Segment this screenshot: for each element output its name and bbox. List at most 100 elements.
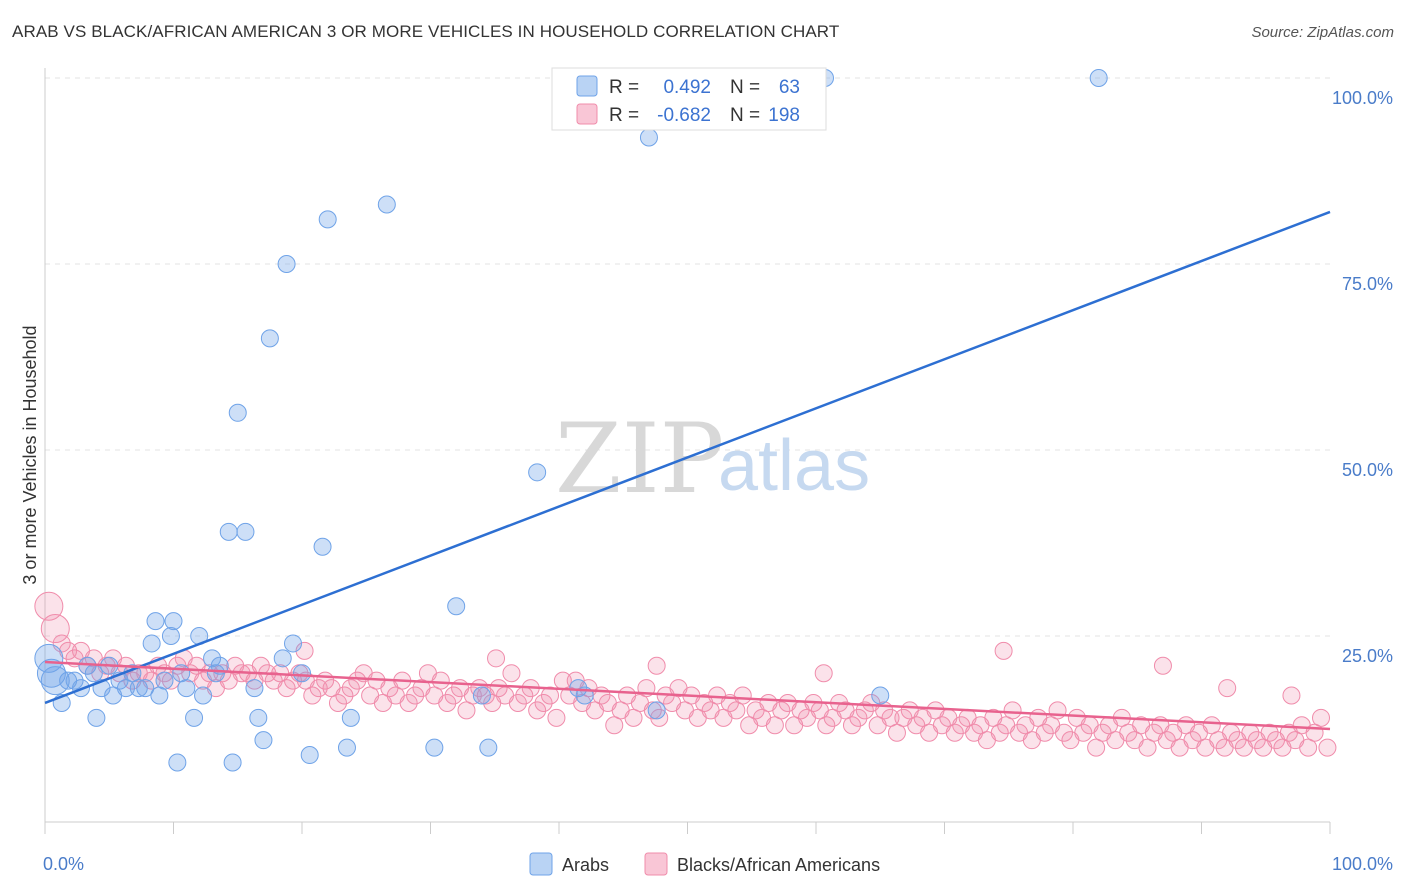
arabs-point: [273, 649, 292, 668]
arabs-point: [313, 537, 332, 556]
legend-swatch-arabs: [529, 852, 553, 876]
blacks-point: [277, 679, 296, 698]
blacks-point: [1202, 716, 1221, 735]
blacks-point: [887, 723, 906, 742]
arabs-point: [164, 612, 183, 631]
arabs-point: [472, 686, 491, 705]
blacks-point: [1260, 723, 1279, 742]
arabs-point: [377, 195, 396, 214]
arabs-point: [1089, 69, 1108, 87]
arabs-point: [647, 701, 666, 720]
x-tick-label: 100.0%: [1332, 854, 1393, 874]
blacks-point: [541, 686, 560, 705]
bottom-legend: Arabs Blacks/African Americans: [529, 852, 880, 876]
blacks-point: [1312, 708, 1331, 727]
gridlines: [45, 77, 1330, 637]
arabs-point: [245, 679, 264, 698]
arabs-trend-line: [44, 210, 1331, 705]
tick-labels: 25.0% 50.0% 75.0% 100.0% 0.0% 100.0%: [43, 88, 1393, 874]
blacks-point: [605, 716, 624, 735]
blacks-point: [489, 679, 508, 698]
arabs-point: [146, 612, 165, 631]
blacks-point: [40, 614, 70, 644]
blacks-point: [643, 701, 662, 720]
arabs-point: [569, 679, 588, 698]
blacks-point: [444, 686, 463, 705]
legend-label-blacks: Blacks/African Americans: [677, 855, 880, 875]
arabs-point: [300, 746, 319, 765]
stats-r-arabs: 0.492: [663, 77, 711, 98]
blacks-point: [733, 686, 752, 705]
y-tick-label: 100.0%: [1332, 88, 1393, 108]
blacks-point: [650, 708, 669, 727]
chart-title: ARAB VS BLACK/AFRICAN AMERICAN 3 OR MORE…: [12, 22, 840, 41]
blacks-point: [842, 716, 861, 735]
arabs-point: [129, 679, 148, 698]
blacks-point: [1282, 686, 1301, 705]
blacks-point: [945, 723, 964, 742]
blacks-point: [1087, 738, 1106, 757]
arabs-point: [318, 210, 337, 229]
blacks-point: [817, 716, 836, 735]
blacks-point: [161, 671, 180, 690]
stats-n-label-blacks: N =: [730, 105, 760, 126]
arabs-point: [185, 708, 204, 727]
stats-n-label-arabs: N =: [730, 77, 760, 98]
arabs-point: [260, 329, 279, 348]
blacks-point: [438, 693, 457, 712]
arabs-point: [87, 708, 106, 727]
blacks-point: [508, 693, 527, 712]
arabs-point: [236, 522, 255, 541]
arabs-point: [639, 128, 658, 147]
arabs-point: [219, 522, 238, 541]
arabs-point: [425, 738, 444, 757]
arabs-point: [223, 753, 242, 772]
chart-source: Source: ZipAtlas.com: [1251, 24, 1394, 41]
arabs-point: [341, 708, 360, 727]
arabs-point: [142, 634, 161, 653]
arabs-point: [161, 627, 180, 645]
arabs-point: [249, 708, 268, 727]
arabs-point: [254, 731, 273, 750]
blacks-point: [1003, 701, 1022, 720]
blacks-point: [502, 664, 521, 683]
blacks-point: [1153, 656, 1172, 675]
blacks-point: [727, 701, 746, 720]
series-blacks-points: [34, 591, 1337, 757]
arabs-point: [277, 255, 296, 273]
blacks-point: [348, 671, 367, 690]
arabs-point: [36, 658, 66, 688]
arabs-point: [168, 753, 187, 772]
blacks-point: [765, 716, 784, 735]
watermark-atlas: atlas: [718, 426, 870, 506]
blacks-point: [200, 664, 219, 683]
blacks-point: [431, 671, 450, 690]
blacks-point: [335, 686, 354, 705]
y-tick-label: 50.0%: [1342, 460, 1393, 480]
arabs-point: [337, 738, 356, 757]
stats-legend-box: [551, 67, 827, 131]
blacks-point: [309, 679, 328, 698]
arabs-point: [871, 686, 890, 705]
arabs-point: [116, 679, 135, 698]
arabs-point: [40, 666, 70, 696]
arabs-point: [528, 463, 547, 482]
blacks-point: [624, 708, 643, 727]
stats-swatch-arabs: [576, 75, 598, 97]
blacks-point: [341, 679, 360, 698]
x-tick-label: 0.0%: [43, 854, 84, 874]
series-arabs-points: [34, 69, 1108, 772]
axes: [44, 68, 1331, 834]
blacks-point: [990, 723, 1009, 742]
blacks-point: [34, 591, 64, 621]
blacks-point: [399, 693, 418, 712]
blacks-point: [528, 701, 547, 720]
blacks-point: [1218, 679, 1237, 698]
blacks-point: [647, 656, 666, 675]
stats-swatch-blacks: [576, 103, 598, 125]
blacks-point: [406, 686, 425, 705]
watermark: ZIP atlas: [555, 403, 870, 515]
arabs-point: [155, 671, 174, 690]
blacks-point: [328, 693, 347, 712]
